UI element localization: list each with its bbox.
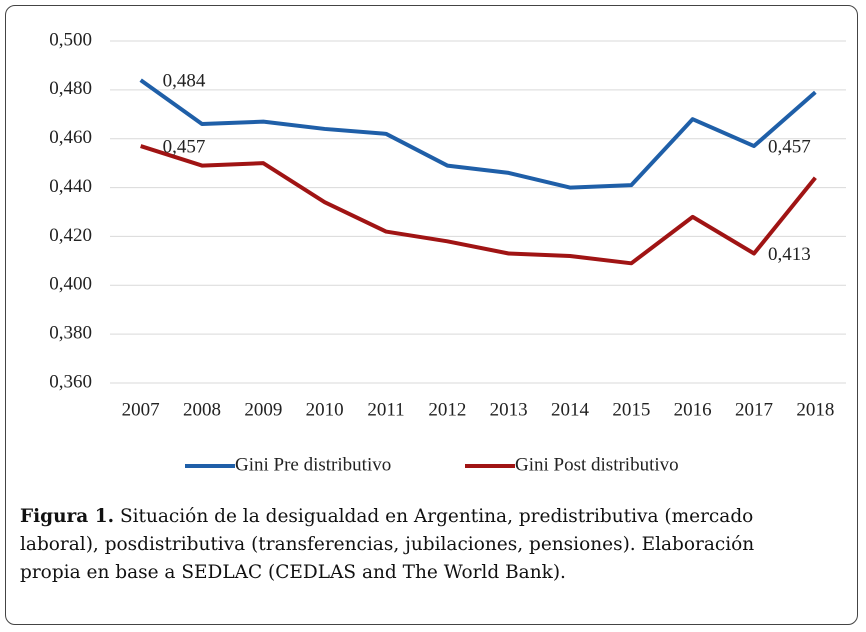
data-label: 0,413 (768, 244, 811, 265)
legend-label: Gini Post distributivo (515, 454, 679, 475)
y-tick-label: 0,480 (49, 78, 92, 99)
x-tick-label: 2013 (490, 399, 528, 420)
line-series (140, 144, 817, 266)
line-series (139, 78, 817, 190)
figure-frame (5, 5, 858, 625)
y-tick-label: 0,460 (49, 127, 92, 148)
x-tick-label: 2011 (367, 399, 404, 420)
x-tick-label: 2015 (612, 399, 650, 420)
caption: Figura 1. Situación de la desigualdad en… (20, 503, 820, 587)
x-tick-label: 2010 (306, 399, 344, 420)
x-tick-label: 2018 (796, 399, 834, 420)
data-label: 0,484 (163, 70, 206, 91)
y-tick-label: 0,420 (49, 225, 92, 246)
x-tick-label: 2007 (122, 399, 160, 420)
y-tick-label: 0,380 (49, 323, 92, 344)
x-tick-label: 2008 (183, 399, 221, 420)
caption-text: Situación de la desigualdad en Argentina… (20, 506, 755, 583)
x-tick-label: 2017 (735, 399, 773, 420)
x-tick-label: 2009 (244, 399, 282, 420)
y-tick-label: 0,440 (49, 176, 92, 197)
y-tick-label: 0,360 (49, 371, 92, 392)
chart: 0,360 0,380 0,400 0,420 0,440 0,460 0,480 0,500… (49, 29, 846, 475)
x-tick-label: 2014 (551, 399, 590, 420)
data-label: 0,457 (768, 136, 811, 157)
y-tick-label: 0,400 (49, 274, 92, 295)
caption-label: Figura 1. (20, 506, 115, 527)
y-tick-label: 0,500 (49, 29, 92, 50)
legend-label: Gini Pre distributivo (235, 454, 391, 475)
x-tick-label: 2012 (428, 399, 466, 420)
data-label: 0,457 (163, 136, 206, 157)
x-tick-label: 2016 (674, 399, 712, 420)
